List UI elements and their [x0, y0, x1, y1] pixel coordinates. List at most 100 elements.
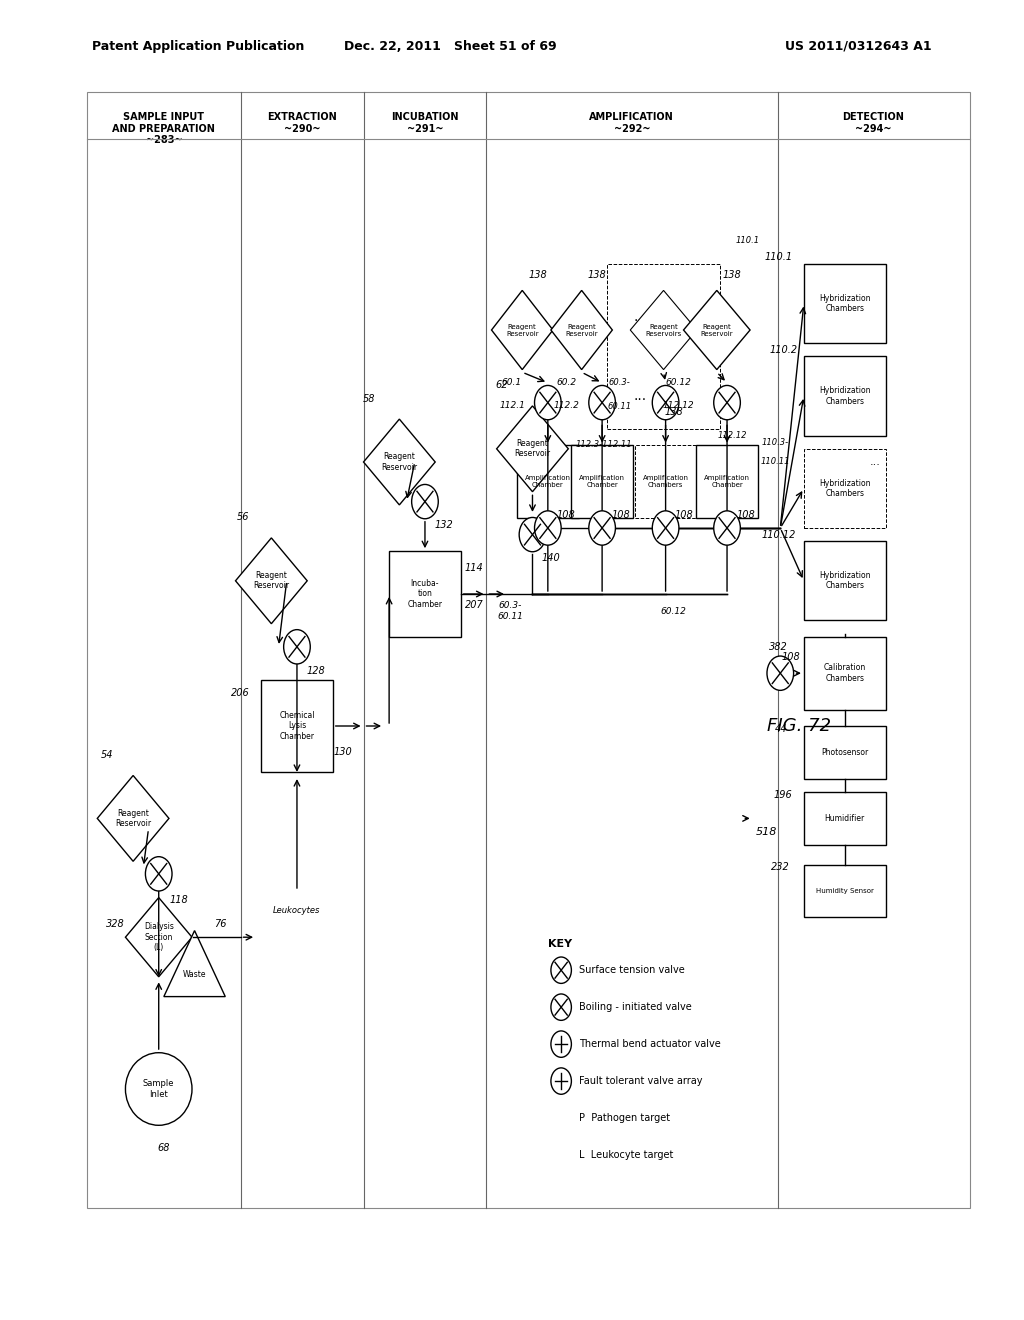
Text: Amplification
Chamber: Amplification Chamber: [525, 475, 570, 488]
FancyBboxPatch shape: [635, 445, 696, 517]
Text: Humidifier: Humidifier: [824, 814, 865, 822]
Text: KEY: KEY: [548, 939, 572, 949]
Polygon shape: [684, 290, 750, 370]
Text: 207: 207: [465, 599, 483, 610]
Text: Reagent
Reservoir: Reagent Reservoir: [381, 453, 418, 471]
Polygon shape: [236, 539, 307, 623]
Circle shape: [714, 385, 740, 420]
Circle shape: [412, 484, 438, 519]
Text: 60.3-: 60.3-: [608, 379, 631, 387]
Text: 138: 138: [528, 269, 547, 280]
Text: 108: 108: [781, 652, 800, 663]
Text: 138: 138: [665, 407, 683, 417]
Text: 140: 140: [542, 553, 560, 564]
Text: 62: 62: [496, 380, 508, 391]
FancyBboxPatch shape: [804, 264, 886, 343]
Text: AMPLIFICATION
~292~: AMPLIFICATION ~292~: [590, 112, 674, 133]
FancyBboxPatch shape: [804, 865, 886, 917]
Circle shape: [589, 385, 615, 420]
FancyBboxPatch shape: [804, 356, 886, 436]
Text: Reagent
Reservoir: Reagent Reservoir: [506, 323, 539, 337]
Text: Amplification
Chamber: Amplification Chamber: [705, 475, 750, 488]
Text: 110.1: 110.1: [735, 236, 760, 244]
Text: Reagent
Reservoir: Reagent Reservoir: [253, 572, 290, 590]
Text: 108: 108: [557, 510, 575, 520]
Text: 108: 108: [611, 510, 630, 520]
Text: Reagent
Reservoir: Reagent Reservoir: [700, 323, 733, 337]
Polygon shape: [631, 290, 696, 370]
Text: Chemical
Lysis
Chamber: Chemical Lysis Chamber: [280, 711, 314, 741]
Text: 110.12: 110.12: [761, 529, 796, 540]
Text: P  Pathogen target: P Pathogen target: [579, 1113, 670, 1123]
Text: 112.12: 112.12: [718, 432, 746, 440]
Circle shape: [714, 511, 740, 545]
Text: 56: 56: [237, 512, 249, 523]
FancyBboxPatch shape: [804, 449, 886, 528]
Text: Fault tolerant valve array: Fault tolerant valve array: [579, 1076, 702, 1086]
Text: Waste: Waste: [183, 970, 206, 978]
Text: 112.1: 112.1: [499, 401, 525, 409]
Text: Amplification
Chamber: Amplification Chamber: [580, 475, 625, 488]
Text: Thermal bend actuator valve: Thermal bend actuator valve: [579, 1039, 720, 1049]
Circle shape: [767, 656, 794, 690]
Text: 518: 518: [756, 826, 777, 837]
FancyBboxPatch shape: [389, 552, 461, 636]
Text: 44: 44: [775, 723, 787, 734]
Circle shape: [589, 511, 615, 545]
Text: 112.3-112.11: 112.3-112.11: [575, 441, 633, 449]
Text: Dec. 22, 2011   Sheet 51 of 69: Dec. 22, 2011 Sheet 51 of 69: [344, 40, 557, 53]
Text: 60.3-
60.11: 60.3- 60.11: [497, 602, 523, 620]
Text: 132: 132: [434, 520, 453, 531]
Text: FIG. 72: FIG. 72: [767, 717, 830, 735]
FancyBboxPatch shape: [87, 92, 970, 1208]
Polygon shape: [125, 898, 193, 977]
Polygon shape: [164, 931, 225, 997]
Text: SAMPLE INPUT
AND PREPARATION
~283~: SAMPLE INPUT AND PREPARATION ~283~: [113, 112, 215, 145]
Text: L  Leukocyte target: L Leukocyte target: [579, 1150, 673, 1160]
Text: Hybridization
Chambers: Hybridization Chambers: [819, 387, 870, 405]
Polygon shape: [97, 776, 169, 861]
Circle shape: [551, 1031, 571, 1057]
Text: Reagent
Reservoir: Reagent Reservoir: [115, 809, 152, 828]
Circle shape: [284, 630, 310, 664]
Polygon shape: [497, 407, 568, 491]
FancyBboxPatch shape: [261, 680, 333, 772]
Text: Hybridization
Chambers: Hybridization Chambers: [819, 294, 870, 313]
Text: Reagent
Reservoir: Reagent Reservoir: [565, 323, 598, 337]
Text: EXTRACTION
~290~: EXTRACTION ~290~: [267, 112, 337, 133]
Text: 328: 328: [106, 919, 125, 929]
Text: Boiling - initiated valve: Boiling - initiated valve: [579, 1002, 691, 1012]
Ellipse shape: [125, 1053, 193, 1125]
Text: 130: 130: [334, 747, 352, 758]
Text: ...: ...: [634, 310, 646, 323]
Polygon shape: [364, 420, 435, 504]
Text: 60.12: 60.12: [660, 607, 687, 615]
Text: 112.2: 112.2: [553, 401, 580, 409]
Circle shape: [535, 385, 561, 420]
Text: Sample
Inlet: Sample Inlet: [143, 1080, 174, 1098]
Text: 138: 138: [588, 269, 606, 280]
Text: ...: ...: [634, 389, 646, 403]
Text: 60.2: 60.2: [556, 379, 577, 387]
Text: Incuba-
tion
Chamber: Incuba- tion Chamber: [408, 579, 442, 609]
FancyBboxPatch shape: [571, 445, 633, 517]
Text: Calibration
Chambers: Calibration Chambers: [823, 664, 866, 682]
Text: 68: 68: [158, 1143, 170, 1154]
FancyBboxPatch shape: [804, 541, 886, 620]
Text: INCUBATION
~291~: INCUBATION ~291~: [391, 112, 459, 133]
Circle shape: [551, 994, 571, 1020]
Text: Surface tension valve: Surface tension valve: [579, 965, 684, 975]
Circle shape: [551, 957, 571, 983]
Text: 108: 108: [675, 510, 693, 520]
Text: 60.11: 60.11: [607, 403, 632, 411]
FancyBboxPatch shape: [804, 792, 886, 845]
Text: 54: 54: [101, 750, 114, 760]
Text: 58: 58: [362, 393, 375, 404]
Text: Leukocytes: Leukocytes: [273, 907, 321, 915]
Text: Photosensor: Photosensor: [821, 748, 868, 756]
Text: 108: 108: [736, 510, 755, 520]
Text: 128: 128: [306, 665, 325, 676]
Text: 60.12: 60.12: [665, 379, 691, 387]
Polygon shape: [551, 290, 612, 370]
Circle shape: [519, 517, 546, 552]
